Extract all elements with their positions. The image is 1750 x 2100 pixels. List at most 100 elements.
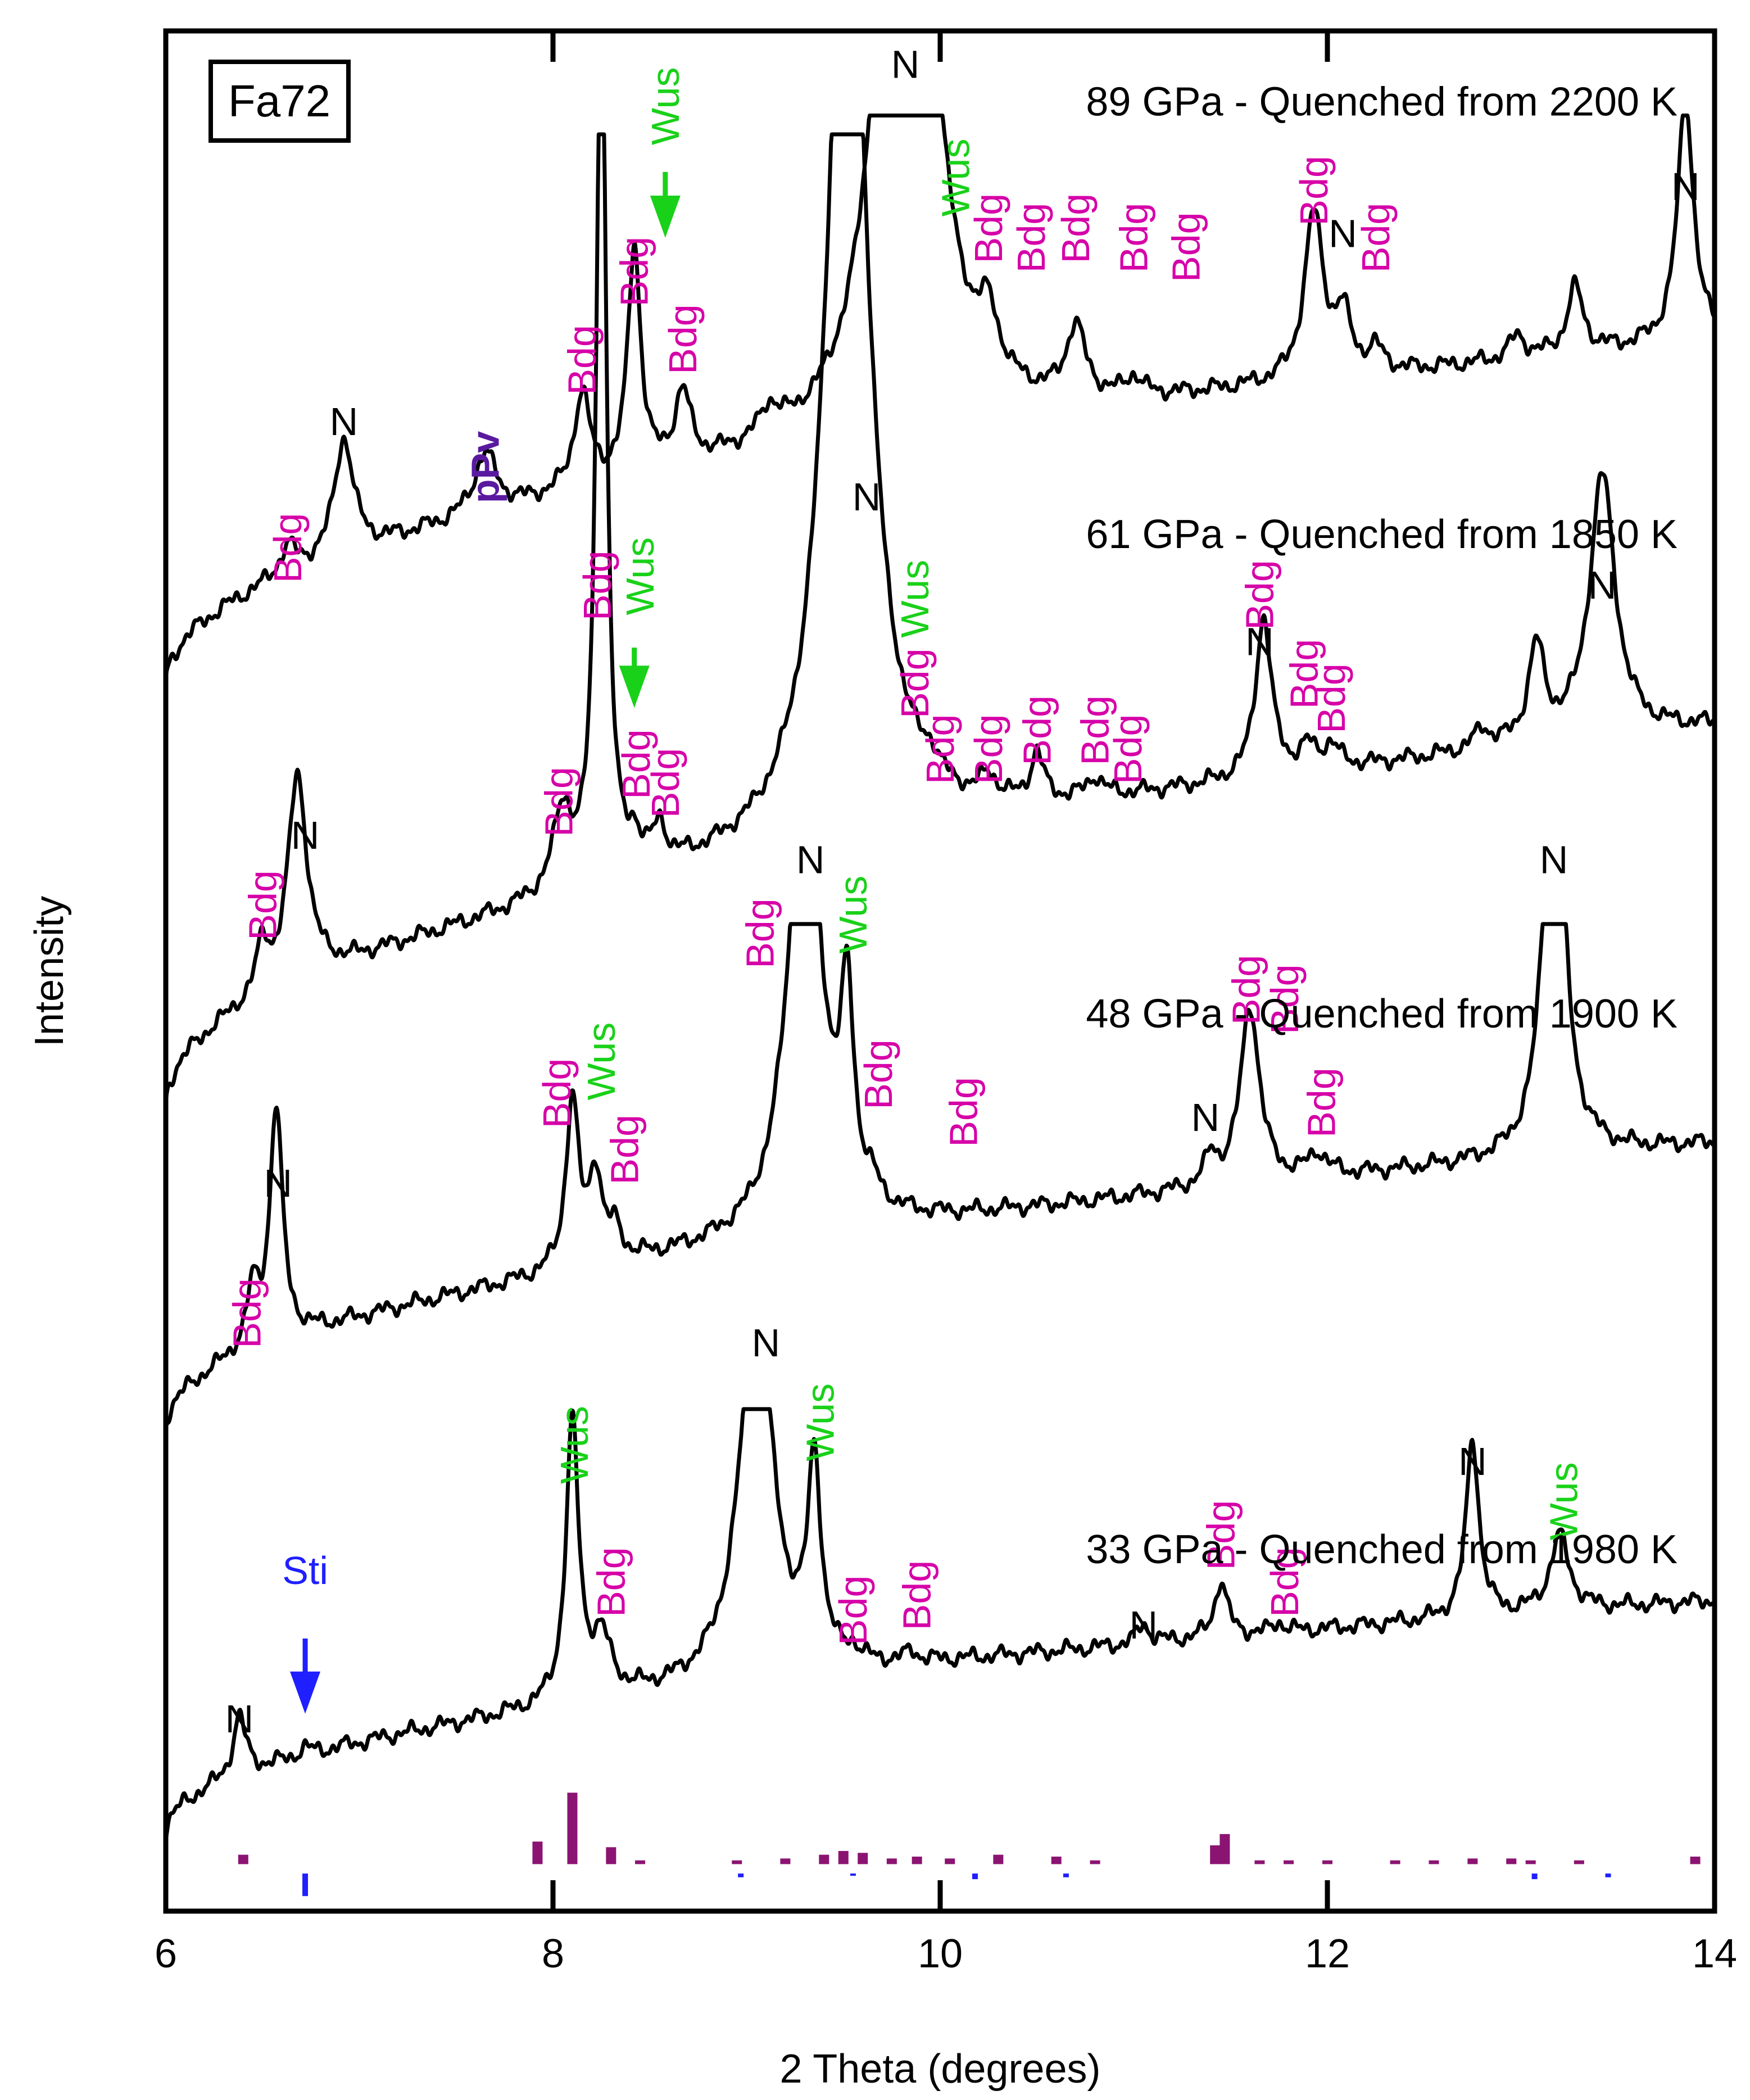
bdg-reference-bar <box>1051 1856 1062 1864</box>
peak-label-bdg: Bdg <box>241 870 284 940</box>
peak-label-n: N <box>330 400 359 443</box>
sti-reference-bar <box>302 1873 309 1897</box>
peak-label-bdg: Bdg <box>661 304 705 374</box>
peak-label-bdg: Bdg <box>560 325 604 395</box>
x-tick-label: 14 <box>1692 1931 1737 1976</box>
bdg-reference-bar <box>1219 1834 1230 1864</box>
peak-label-bdg: Bdg <box>613 237 656 307</box>
bdg-reference-bar <box>993 1854 1004 1864</box>
peak-label-bdg: Bdg <box>589 1547 633 1617</box>
peak-label-bdg: Bdg <box>1106 714 1150 785</box>
peak-label-bdg: Bdg <box>1009 203 1053 273</box>
bdg-reference-bar <box>1525 1860 1536 1864</box>
bdg-reference-bar <box>1429 1860 1439 1864</box>
peak-label-bdg: Bdg <box>1112 203 1156 273</box>
spectrum-trace <box>164 922 1716 1432</box>
peak-label-bdg: Bdg <box>1224 955 1268 1025</box>
peak-label-bdg: Bdg <box>856 1039 900 1110</box>
peak-label-bdg: Bdg <box>1164 212 1208 282</box>
peak-arrow-head <box>619 666 650 708</box>
bdg-reference-bar <box>945 1858 955 1864</box>
x-tick-label: 8 <box>542 1931 564 1976</box>
peak-label-bdg: Bdg <box>738 898 782 968</box>
peak-label-n: N <box>796 838 825 882</box>
bdg-reference-bar <box>238 1854 248 1864</box>
peak-label-sti: Sti <box>282 1549 328 1592</box>
sti-reference-bar <box>738 1873 744 1877</box>
peak-label-bdg: Bdg <box>537 767 581 837</box>
spectrum-trace <box>164 132 1716 1108</box>
series-label: 48 GPa - Quenched from 1900 K <box>1086 992 1678 1037</box>
peak-label-bdg: Bdg <box>1015 695 1059 766</box>
peak-label-bdg: Bdg <box>967 714 1010 785</box>
bdg-reference-bar <box>912 1856 922 1864</box>
sti-reference-bar <box>972 1873 978 1880</box>
peak-label-wus: Wus <box>934 139 978 217</box>
peak-label-bdg: Bdg <box>967 193 1010 264</box>
peak-arrow-head <box>650 195 681 238</box>
peak-label-bdg: Bdg <box>1300 1067 1344 1138</box>
bdg-reference-bar <box>1574 1860 1584 1864</box>
peak-label-ppv: pPv <box>463 431 507 503</box>
bdg-reference-bar <box>1467 1858 1478 1864</box>
peak-label-bdg: Bdg <box>1292 156 1336 226</box>
peak-label-n: N <box>853 475 881 519</box>
peak-label-wus: Wus <box>893 560 937 638</box>
peak-label-bdg: Bdg <box>1237 560 1281 630</box>
peak-label-bdg: Bdg <box>1354 203 1398 273</box>
peak-label-wus: Wus <box>552 1406 596 1484</box>
spectrum-trace <box>164 114 1716 683</box>
peak-label-n: N <box>291 813 320 857</box>
peak-label-n: N <box>1671 165 1700 209</box>
peak-label-wus: Wus <box>831 876 875 954</box>
bdg-reference-bar <box>1254 1860 1265 1864</box>
axis-ticks-layer: 6 8 10 12 14 <box>155 31 1737 1976</box>
peak-label-bdg: Bdg <box>831 1576 875 1646</box>
peak-label-bdg: Bdg <box>614 729 658 799</box>
bdg-reference-bar <box>532 1841 543 1864</box>
peak-label-n: N <box>1129 1603 1158 1647</box>
series-label: 33 GPa - Quenched from 1980 K <box>1086 1527 1678 1572</box>
peak-label-bdg: Bdg <box>895 1560 939 1631</box>
peak-arrow-head <box>290 1671 321 1714</box>
peak-label-n: N <box>1245 620 1274 664</box>
bdg-reference-bar <box>732 1860 742 1864</box>
plot-frame <box>163 28 1717 1914</box>
traces-layer <box>164 114 1716 1844</box>
bdg-reference-bar <box>567 1793 578 1864</box>
peak-label-n: N <box>225 1697 254 1741</box>
peak-label-bdg: Bdg <box>1263 1547 1307 1617</box>
reference-ticks-layer <box>238 1793 1701 1897</box>
peak-label-wus: Wus <box>579 1022 623 1101</box>
peak-label-wus: Wus <box>798 1383 842 1461</box>
bdg-reference-bar <box>819 1854 829 1864</box>
peak-label-bdg: Bdg <box>1199 1500 1243 1571</box>
bdg-reference-bar <box>780 1858 791 1864</box>
peak-label-bdg: Bdg <box>1054 193 1098 264</box>
y-axis-label: Intensity <box>27 896 72 1047</box>
peak-label-bdg: Bdg <box>1282 639 1326 709</box>
x-axis-label: 2 Theta (degrees) <box>779 2047 1100 2092</box>
bdg-reference-bar <box>1390 1860 1400 1864</box>
peak-label-bdg: Bdg <box>266 513 310 583</box>
peak-label-bdg: Bdg <box>602 1115 646 1185</box>
bdg-reference-bar <box>1090 1860 1100 1864</box>
peak-label-bdg: Bdg <box>643 748 687 818</box>
sti-reference-bar <box>850 1873 856 1876</box>
bdg-reference-bar <box>1284 1860 1294 1864</box>
bdg-reference-bar <box>1690 1856 1701 1864</box>
peak-label-bdg: Bdg <box>1073 695 1117 766</box>
bdg-reference-bar <box>635 1860 646 1864</box>
peak-label-bdg: Bdg <box>225 1278 269 1348</box>
bdg-reference-bar <box>838 1850 849 1864</box>
bdg-reference-bar <box>886 1858 897 1864</box>
peak-label-n: N <box>891 43 920 87</box>
bdg-reference-bar <box>606 1847 616 1864</box>
x-tick-label: 10 <box>918 1931 963 1976</box>
peak-label-bdg: Bdg <box>1309 663 1353 734</box>
peak-label-bdg: Bdg <box>893 648 937 718</box>
x-tick-label: 12 <box>1305 1931 1350 1976</box>
peak-label-wus: Wus <box>1542 1462 1585 1540</box>
sti-reference-bar <box>1605 1873 1611 1877</box>
